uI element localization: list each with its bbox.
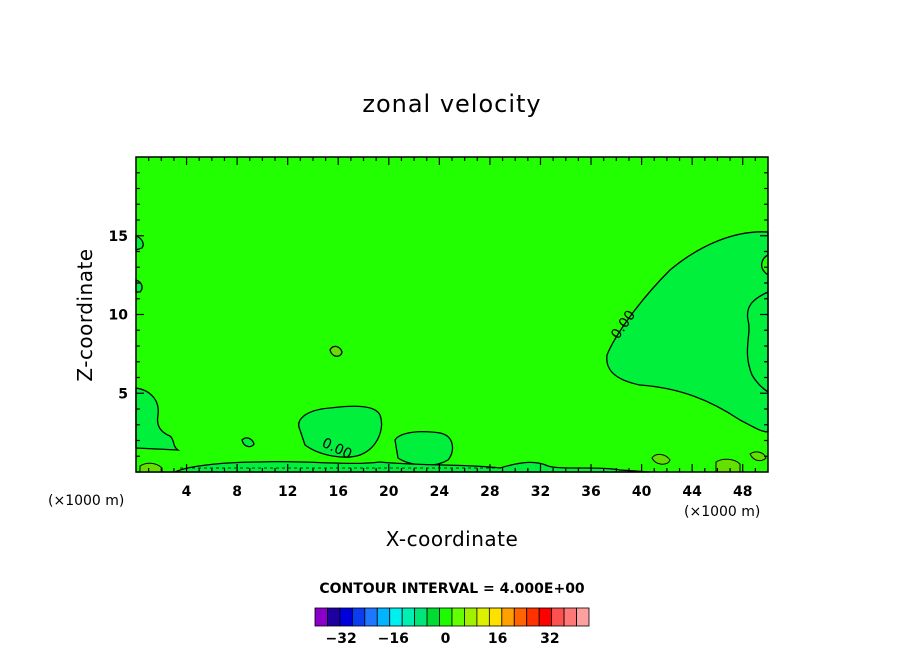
colorbar-swatch [376, 607, 391, 627]
colorbar-label: −32 [325, 631, 356, 647]
colorbar-label: 16 [488, 631, 507, 647]
colorbar-swatch [401, 607, 416, 627]
x-tick-label: 20 [379, 484, 399, 500]
colorbar-swatch [339, 607, 353, 627]
y-axis-label: Z-coordinate [73, 248, 97, 381]
colorbar-label: −16 [378, 631, 409, 647]
colorbar-swatch [426, 607, 440, 627]
x-tick-label: 16 [328, 484, 347, 500]
colorbar-swatch [488, 607, 503, 627]
colorbar-labels: −32 −16 0 16 32 [325, 631, 559, 647]
x-tick-label: 4 [182, 484, 192, 500]
contour-interval-text: CONTOUR INTERVAL = 4.000E+00 [319, 581, 585, 597]
x-tick-label: 48 [733, 484, 752, 500]
plot-area: 0.00 0.00 [135, 156, 769, 473]
contour-positive-blob-3 [715, 458, 741, 473]
colorbar-swatch [451, 607, 465, 627]
colorbar-swatch [551, 607, 565, 627]
contour-region-west [135, 387, 181, 451]
colorbar-label: 32 [540, 631, 559, 647]
x-tick-label: 44 [682, 484, 702, 500]
contour-small-blob-1 [241, 437, 255, 448]
contour-positive-blob-5 [749, 451, 767, 462]
y-tick-label: 10 [109, 308, 129, 324]
colorbar-label: 0 [441, 631, 451, 647]
colorbar-swatch [576, 607, 590, 627]
colorbar-swatch [476, 607, 490, 627]
x-tick-label: 8 [232, 484, 242, 500]
colorbar-swatch [501, 607, 515, 627]
x-tick-label: 24 [430, 484, 450, 500]
colorbar-swatch [414, 607, 428, 627]
x-tick-label: 28 [480, 484, 499, 500]
colorbar-swatch [513, 607, 528, 627]
contour-region-east [606, 231, 769, 433]
colorbar-swatch [389, 607, 403, 627]
contour-region-center [298, 405, 383, 458]
x-tick-label: 36 [581, 484, 600, 500]
contour-region-center-east [394, 431, 454, 466]
colorbar-swatch [314, 607, 328, 627]
colorbar-swatch [364, 607, 378, 627]
colorbar-swatch [439, 607, 453, 627]
colorbar-swatch [327, 607, 341, 627]
x-tick-label: 40 [632, 484, 652, 500]
x-axis-ticks: 4 8 12 16 20 24 28 32 36 40 44 48 [148, 157, 756, 500]
x-unit-note-left: (×1000 m) [48, 493, 124, 509]
chart-title: zonal velocity [362, 90, 541, 118]
y-tick-label: 15 [109, 229, 128, 245]
colorbar-swatch [464, 607, 478, 627]
x-axis-label: X-coordinate [386, 527, 519, 551]
colorbar-swatch [563, 607, 577, 627]
colorbar-swatch [526, 607, 540, 627]
colorbar-swatch [351, 607, 366, 627]
contour-positive-blob-2 [651, 453, 671, 465]
colorbar [314, 607, 590, 627]
y-tick-label: 5 [118, 386, 128, 402]
contour-positive-blob-1 [329, 345, 343, 357]
x-tick-label: 12 [278, 484, 297, 500]
x-tick-label: 32 [531, 484, 550, 500]
y-axis-ticks: 5 10 15 [109, 172, 768, 457]
x-unit-note-right: (×1000 m) [684, 504, 760, 520]
contour-line-east-inner [746, 291, 769, 393]
colorbar-swatch [538, 607, 553, 627]
contour-small-west-top [135, 235, 144, 251]
contour-region-bottom [136, 460, 651, 473]
